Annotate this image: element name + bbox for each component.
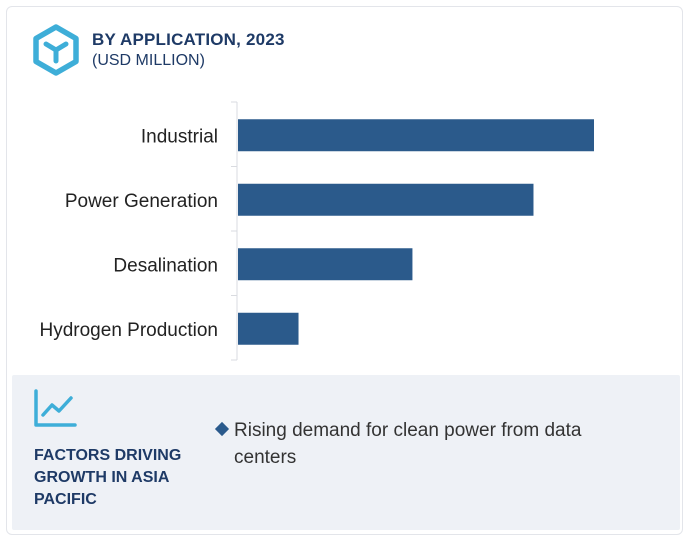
category-label: Power Generation (65, 191, 218, 212)
bar-power-generation (238, 183, 534, 216)
bar-desalination (238, 248, 413, 281)
bar-chart: Industrial Power Generation Desalination Hy… (40, 101, 594, 361)
factor-bullet-text: Rising demand for clean power from data … (234, 420, 582, 468)
cube-logo-icon (33, 24, 79, 76)
category-label: Hydrogen Production (40, 320, 219, 341)
trend-line-icon (34, 389, 77, 427)
bar-industrial (238, 119, 594, 152)
category-label: Desalination (113, 255, 218, 276)
chart-title: BY APPLICATION, 2023 (92, 30, 285, 49)
category-label: Industrial (141, 126, 218, 147)
factors-panel: FACTORS DRIVING GROWTH IN ASIA PACIFIC R… (12, 375, 680, 530)
factors-title: FACTORS DRIVING GROWTH IN ASIA PACIFIC (34, 447, 182, 508)
chart-subtitle: (USD MILLION) (92, 52, 205, 69)
bar-hydrogen-production (238, 312, 299, 345)
factor-bullet: Rising demand for clean power from data … (214, 417, 637, 471)
